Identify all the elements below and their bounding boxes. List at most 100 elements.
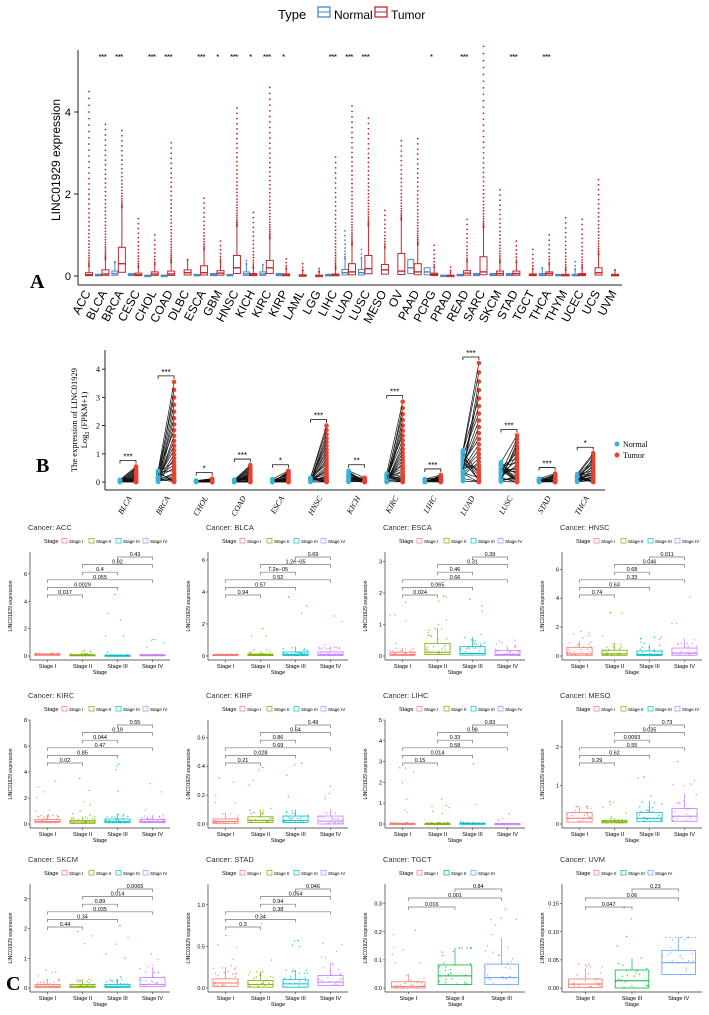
normal-point — [574, 479, 580, 485]
tumor-outlier — [466, 260, 468, 263]
tumor-outlier — [88, 104, 90, 107]
jitter-point — [427, 650, 429, 652]
tumor-outlier — [548, 239, 551, 242]
legend-key — [416, 870, 423, 876]
jitter-point — [234, 975, 237, 978]
tumor-outlier — [219, 258, 222, 261]
p-value-label: 0.017 — [58, 590, 72, 596]
x-tick-label: Stage III — [285, 832, 306, 838]
p-value-label: 0.34 — [77, 914, 88, 920]
tumor-outlier — [581, 259, 584, 261]
tumor-outlier — [499, 226, 501, 229]
jitter-point — [118, 763, 120, 765]
jitter-point — [333, 615, 336, 617]
jitter-point — [94, 818, 96, 820]
tumor-outlier — [581, 245, 584, 248]
comparison-bracket — [47, 579, 153, 583]
jitter-point — [419, 961, 421, 964]
box — [104, 818, 131, 824]
jitter-point — [318, 646, 320, 648]
jitter-point — [410, 979, 412, 982]
tumor-outlier — [499, 209, 501, 211]
pair-line — [234, 471, 251, 483]
tumor-outlier — [137, 262, 140, 265]
tumor-outlier — [236, 107, 238, 109]
tumor-outlier — [104, 182, 107, 184]
tumor-outlier — [564, 231, 567, 234]
tumor-outlier — [88, 182, 90, 185]
tumor-outlier — [416, 143, 419, 145]
y-tick-label: 4 — [24, 770, 27, 776]
comparison-bracket — [47, 755, 118, 759]
jitter-point — [421, 982, 424, 984]
tumor-outlier — [104, 186, 107, 189]
tumor-outlier — [120, 205, 123, 208]
jitter-point — [261, 971, 264, 973]
jitter-point — [573, 633, 575, 635]
tumor-outlier — [170, 214, 173, 217]
jitter-point — [497, 954, 500, 956]
jitter-point — [405, 652, 407, 654]
subplot-title: Cancer: UVM — [560, 855, 605, 864]
jitter-point — [162, 814, 164, 816]
comparison-bracket — [47, 762, 83, 766]
comparison-bracket — [579, 587, 650, 591]
jitter-point — [638, 814, 641, 816]
jitter-point — [336, 950, 338, 953]
x-tick-label: Stage III — [491, 996, 512, 1002]
jitter-point — [587, 963, 590, 965]
tumor-outlier — [367, 213, 370, 216]
tumor-outlier — [236, 117, 238, 120]
legend-key — [320, 538, 327, 544]
y-tick-label: 0 — [24, 986, 27, 992]
tumor-outlier — [367, 170, 370, 172]
tumor-outlier — [548, 258, 551, 261]
jitter-point — [152, 981, 154, 983]
jitter-point — [404, 982, 406, 985]
pair-line — [272, 471, 289, 483]
x-tick-label: Stage I — [217, 664, 235, 670]
tumor-outlier — [104, 253, 107, 256]
y-tick-label: 2 — [24, 796, 27, 802]
p-value-label: 1.2e−05 — [285, 560, 305, 566]
jitter-point — [473, 642, 475, 645]
y-tick-label: 0.0 — [374, 986, 382, 992]
p-value-label: 0.29 — [592, 758, 603, 764]
tumor-outlier — [88, 143, 90, 145]
tumor-outlier — [400, 177, 403, 180]
tumor-outlier — [104, 206, 107, 209]
jitter-point — [321, 816, 323, 818]
significance-label: * — [584, 439, 587, 448]
jitter-point — [224, 984, 226, 986]
jitter-point — [338, 647, 341, 649]
jitter-point — [423, 977, 425, 979]
tumor-outlier — [581, 265, 584, 268]
jitter-point — [157, 958, 160, 961]
jitter-point — [688, 936, 690, 939]
significance-bracket — [233, 458, 251, 463]
tumor-outlier — [219, 244, 222, 247]
comparison-bracket — [437, 564, 508, 568]
tumor-outlier — [400, 217, 403, 220]
jitter-point — [249, 809, 251, 811]
jitter-point — [425, 648, 428, 651]
tumor-outlier — [236, 112, 238, 115]
pair-line — [310, 458, 327, 482]
tumor-outlier — [88, 136, 90, 139]
tumor-outlier — [482, 184, 485, 187]
jitter-point — [232, 781, 235, 783]
jitter-point — [452, 950, 455, 953]
tumor-outlier — [351, 156, 353, 159]
p-value-label: 0.46 — [450, 567, 461, 573]
jitter-point — [492, 951, 494, 953]
jitter-point — [585, 805, 588, 808]
legend-label: Stage II — [451, 707, 467, 712]
jitter-point — [261, 766, 264, 769]
tumor-outlier — [367, 132, 370, 135]
tumor-outlier — [351, 235, 353, 238]
y-tick-label: 6 — [24, 744, 27, 750]
tumor-outlier — [120, 163, 123, 166]
jitter-point — [693, 639, 696, 641]
